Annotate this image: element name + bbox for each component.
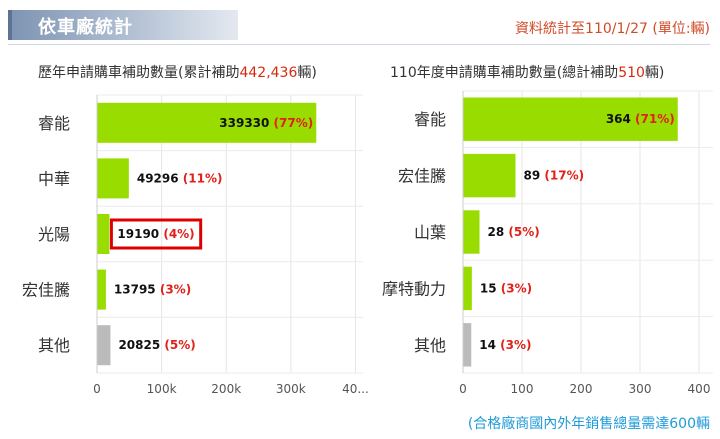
section-title: 依車廠統計: [8, 10, 238, 40]
right-chart-x-tick-label: 100: [511, 382, 534, 396]
title-divider: [8, 44, 710, 45]
right-chart-data-label: 89 (17%): [524, 169, 585, 183]
right-chart-category-label: 其他: [414, 336, 446, 355]
right-chart-data-percent: (3%): [500, 338, 531, 352]
right-chart-x-tick-label: 400: [688, 382, 711, 396]
left-chart-x-tick-label: 100k: [147, 382, 177, 396]
right-chart-data-value: 28: [488, 225, 509, 239]
right-chart-data-percent: (71%): [635, 112, 675, 126]
left-chart-data-value: 20825: [118, 338, 164, 352]
sales-requirement-note: (合格廠商國內外年銷售總量需達600輛: [467, 416, 710, 432]
right-chart-category-label: 摩特動力: [382, 279, 446, 298]
right-chart-data-label: 28 (5%): [488, 225, 540, 239]
left-chart-title-suffix: 輛): [297, 65, 317, 81]
left-chart-data-percent: (4%): [163, 227, 194, 241]
right-chart-data-percent: (3%): [501, 281, 532, 295]
right-chart-title: 110年度申請購車補助數量(總計補助510輛): [390, 62, 664, 82]
left-chart-bar-3: [97, 213, 110, 255]
right-chart-category-label: 睿能: [414, 110, 446, 129]
left-chart-category-label: 睿能: [38, 114, 70, 133]
left-chart-bar-2: [97, 158, 129, 199]
left-chart-data-value: 339330: [219, 116, 273, 130]
left-chart-data-label: 20825 (5%): [118, 338, 195, 352]
left-chart-bar-4: [97, 269, 106, 310]
left-chart-data-percent: (5%): [164, 338, 195, 352]
left-chart-total: 442,436: [239, 65, 298, 81]
section-title-text: 依車廠統計: [38, 17, 133, 38]
left-chart-title-prefix: 歷年申請購車補助數量(累計補助: [38, 65, 240, 81]
left-chart-category-label: 光陽: [38, 225, 70, 244]
left-chart-highlight-box: [109, 218, 203, 250]
left-chart-data-percent: (3%): [160, 283, 191, 297]
left-chart-data-label: 19190 (4%): [117, 227, 194, 241]
right-chart-total: 510: [618, 65, 645, 81]
right-chart-data-value: 364: [606, 112, 635, 126]
right-chart-data-label: 364 (71%): [606, 112, 675, 126]
right-chart-data-value: 15: [480, 281, 501, 295]
left-chart-title: 歷年申請購車補助數量(累計補助442,436輛): [38, 62, 317, 82]
left-chart-category-label: 中華: [38, 169, 70, 188]
left-chart-data-value: 13795: [114, 283, 160, 297]
left-chart-data-label: 13795 (3%): [114, 283, 191, 297]
right-chart-bar-5: [463, 323, 472, 367]
right-chart-bar-3: [463, 210, 480, 254]
right-chart-bar-1: [463, 97, 678, 141]
left-chart-x-tick-label: 200k: [211, 382, 241, 396]
left-chart-data-percent: (77%): [274, 116, 314, 130]
right-chart-data-percent: (17%): [544, 169, 584, 183]
right-chart-title-suffix: 輛): [644, 65, 665, 81]
right-chart-category-label: 宏佳騰: [398, 167, 446, 186]
left-chart-category-label: 宏佳騰: [22, 281, 70, 300]
right-chart-data-value: 14: [479, 338, 500, 352]
right-chart-data-label: 15 (3%): [480, 281, 532, 295]
right-chart-x-tick-label: 0: [459, 382, 467, 396]
right-chart-x-tick-label: 300: [629, 382, 652, 396]
right-chart-data-value: 89: [524, 169, 545, 183]
right-chart-bar-2: [463, 153, 516, 198]
data-date-note: 資料統計至110/1/27 (單位:輛): [515, 21, 710, 37]
left-chart-x-tick-label: 0: [93, 382, 101, 396]
left-chart-data-value: 49296: [137, 171, 183, 185]
right-chart-category-label: 山葉: [414, 223, 446, 242]
right-chart-data-label: 14 (3%): [479, 338, 531, 352]
left-chart-data-value: 19190: [117, 227, 163, 241]
right-chart-title-prefix: 110年度申請購車補助數量(總計補助: [390, 65, 619, 81]
right-chart-x-tick-label: 200: [570, 382, 593, 396]
left-chart-category-label: 其他: [38, 336, 70, 355]
right-chart-data-percent: (5%): [508, 225, 539, 239]
left-chart-data-label: 49296 (11%): [137, 171, 223, 185]
left-chart-data-label: 339330 (77%): [219, 116, 313, 130]
left-chart-x-tick-label: 40...: [342, 382, 369, 396]
left-chart-bar-1: [97, 102, 317, 143]
left-chart-data-percent: (11%): [183, 171, 223, 185]
left-chart-x-tick-label: 300k: [276, 382, 306, 396]
right-chart-bar-4: [463, 266, 472, 311]
left-chart-bar-5: [97, 325, 111, 366]
